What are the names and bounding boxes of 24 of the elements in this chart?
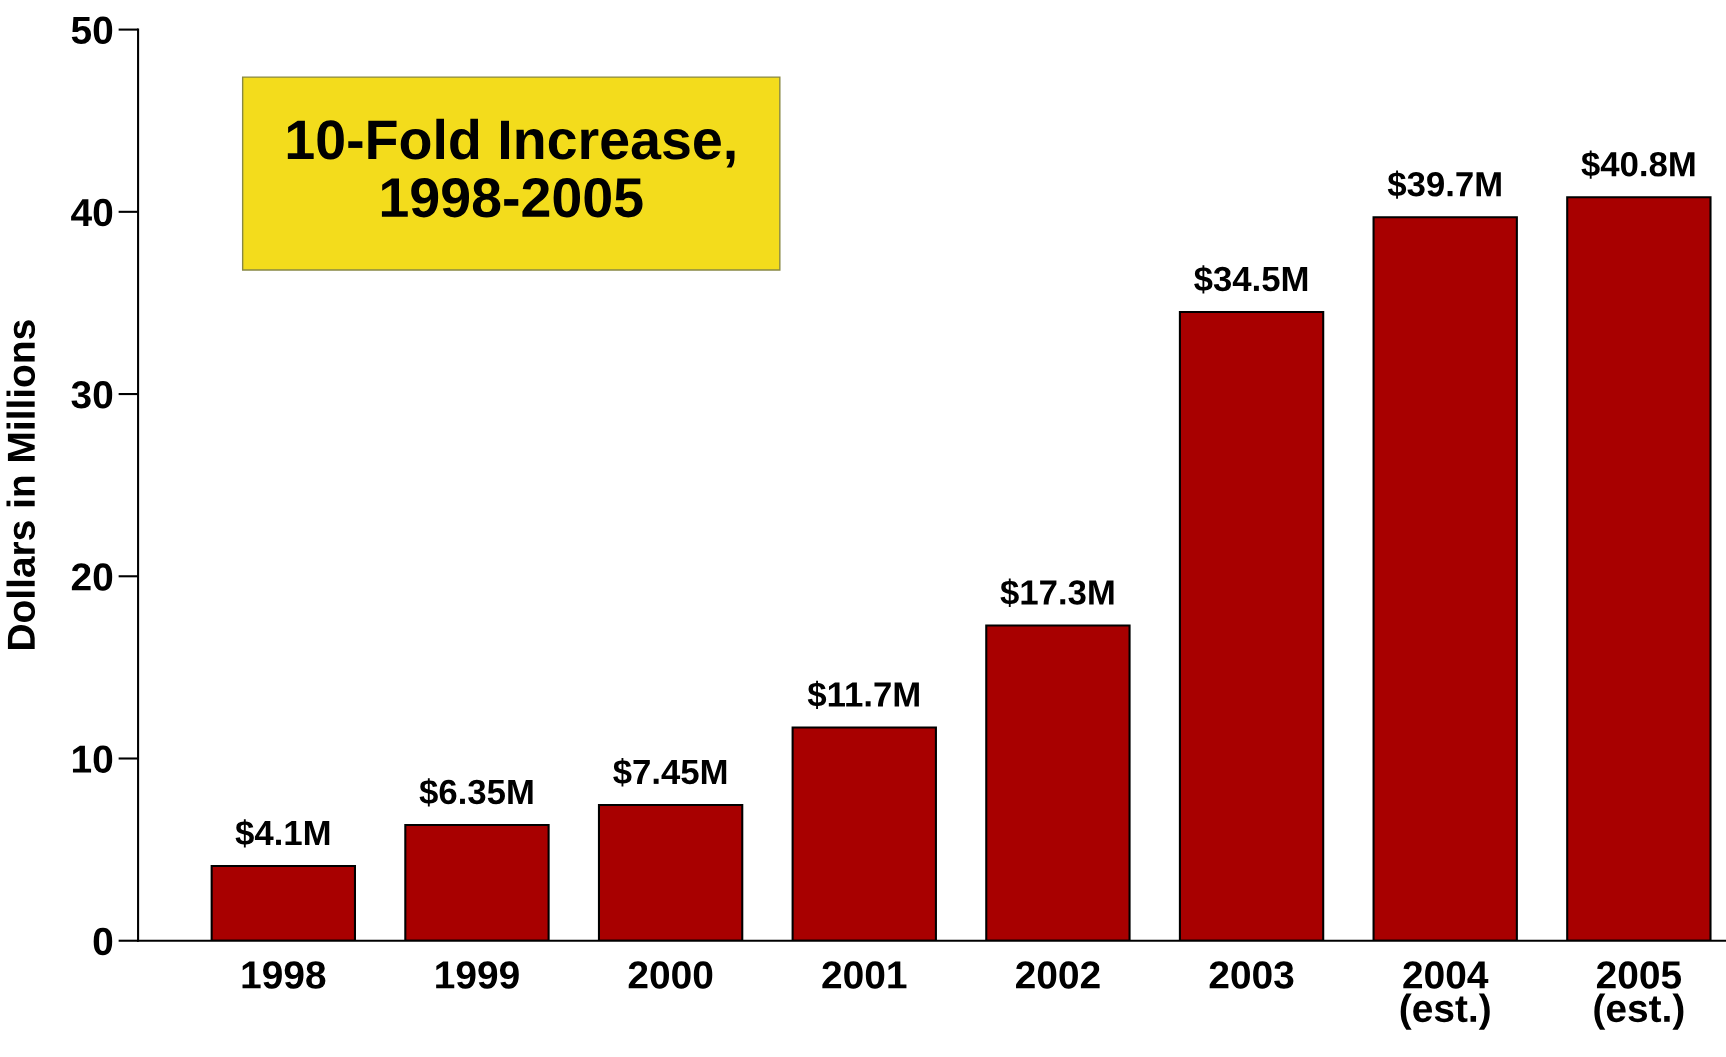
- x-tick-label: 2000: [628, 961, 713, 989]
- data-label: $34.5M: [1194, 265, 1308, 294]
- y-tick-label: 40: [71, 198, 113, 227]
- y-tick-label: 10: [72, 745, 113, 773]
- data-label: $6.35M: [419, 778, 533, 807]
- y-tick-label: 0: [93, 927, 113, 956]
- x-tick-label: 2003: [1209, 961, 1294, 989]
- annotation: 10-Fold Increase, 1998-2005: [287, 118, 735, 218]
- x-tick-label: 2005 (est.): [1594, 961, 1684, 1030]
- data-label: $17.3M: [1000, 578, 1114, 607]
- y-tick-label: 50: [71, 16, 113, 45]
- x-tick-label: 1999: [436, 961, 519, 989]
- y-axis-title: Dollars in Millions: [6, 320, 36, 649]
- x-tick-label: 1998: [242, 961, 326, 989]
- x-tick-label: 2002: [1016, 961, 1100, 989]
- y-tick-label: 30: [71, 380, 113, 409]
- data-label: $39.7M: [1387, 170, 1501, 199]
- data-label: $40.8M: [1581, 150, 1695, 179]
- data-label: $4.1M: [235, 819, 330, 848]
- x-tick-label: 2001: [822, 961, 907, 989]
- x-tick-label: 2004 (est.): [1400, 961, 1490, 1030]
- data-label: $11.7M: [807, 680, 919, 710]
- y-tick-label: 20: [71, 563, 113, 591]
- data-label: $7.45M: [613, 758, 727, 787]
